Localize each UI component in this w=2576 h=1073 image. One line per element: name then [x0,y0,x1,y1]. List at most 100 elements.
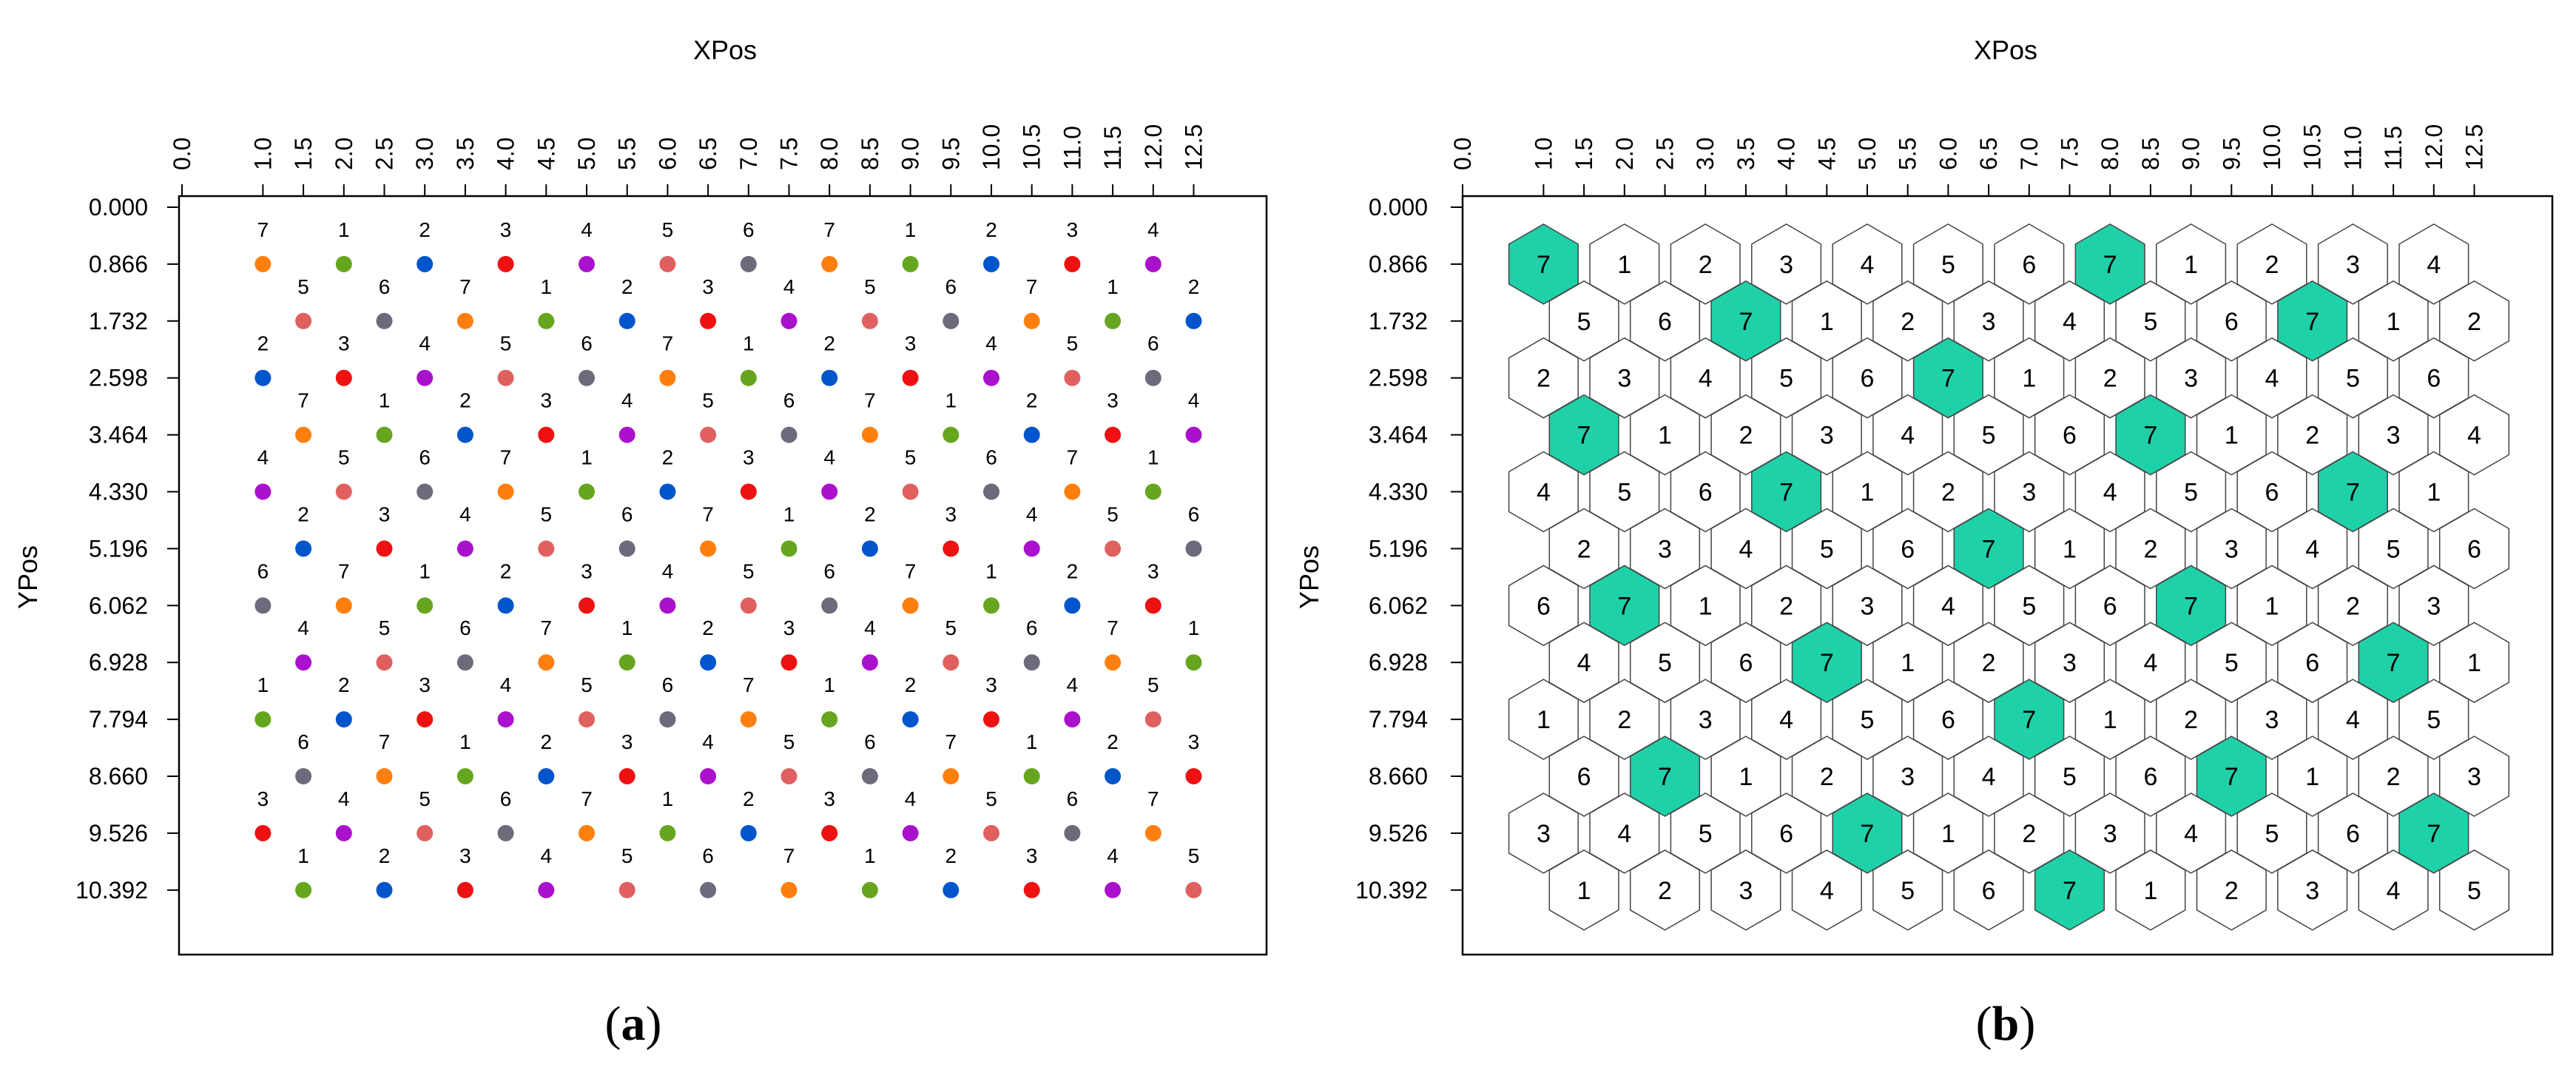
cell-label: 7 [1658,763,1672,791]
data-point [1023,881,1040,898]
cell-label: 6 [2467,535,2481,563]
hex-cell [1994,679,2065,760]
point-label: 4 [338,787,350,810]
point-label: 1 [1026,730,1038,753]
data-point [861,654,878,671]
point-label: 3 [702,275,714,298]
data-point [456,540,473,557]
cell-label: 3 [2225,535,2239,563]
hex-cell [2317,451,2388,533]
hex-cell [2358,508,2429,590]
data-point [417,824,434,841]
cell-label: 4 [2184,820,2198,848]
cell-label: 3 [2265,706,2279,734]
point-label: 3 [1107,389,1119,412]
hex-cell [1953,736,2024,817]
point-label: 7 [459,275,471,298]
point-label: 6 [379,275,391,298]
hex-cell [1548,280,1619,362]
hex-cell [2196,849,2267,931]
data-point [417,483,434,500]
point-label: 6 [985,446,997,469]
data-point [740,597,757,614]
data-point [861,881,878,898]
point-label: 7 [500,446,512,469]
cell-label: 3 [1699,706,1713,734]
hex-cell [2236,223,2307,305]
x-tick-label: 3.0 [411,138,438,170]
data-point [497,369,514,386]
hex-cell [2438,736,2510,817]
cell-label: 5 [2346,365,2360,393]
cell-label: 6 [2225,308,2239,336]
cell-label: 7 [2346,479,2360,507]
data-point [254,483,272,500]
data-point [618,426,635,443]
point-label: 5 [743,559,755,582]
data-point [1105,654,1122,671]
hex-cell [2074,223,2145,305]
cell-label: 3 [1739,877,1753,905]
data-point [376,881,393,898]
cell-label: 4 [1779,706,1793,734]
x-tick-label: 5.5 [614,138,641,170]
hex-cell [2156,451,2227,533]
hex-cell [2236,793,2307,874]
x-tick-label: 11.0 [2339,126,2366,170]
point-label: 5 [783,730,795,753]
cell-label: 7 [1820,649,1834,677]
data-point [1185,426,1202,443]
hex-cell [1994,565,2065,647]
hex-cell [1548,508,1619,590]
data-point [700,540,717,557]
x-tick-label: 4.0 [1773,138,1800,170]
data-point [659,483,676,500]
hex-cell [1872,622,1943,704]
hex-cell [1629,508,1701,590]
point-label: 6 [581,332,593,355]
hex-cell [2317,223,2388,305]
x-tick-label: 0.0 [169,138,195,170]
point-label: 2 [500,559,512,582]
cell-label: 7 [2184,592,2198,620]
data-point [943,768,960,785]
data-point [943,881,960,898]
cell-label: 2 [1699,251,1713,279]
cell-label: 4 [1982,763,1996,791]
cell-label: 5 [2265,820,2279,848]
cell-label: 4 [1617,820,1631,848]
data-point [780,540,798,557]
cell-label: 7 [2305,308,2319,336]
cell-label: 2 [1901,308,1915,336]
data-point [983,255,999,272]
hex-cell [1832,793,1903,874]
data-point [618,540,635,557]
point-label: 4 [905,787,917,810]
cell-label: 1 [1537,706,1551,734]
hex-cell [1751,793,1822,874]
data-point [579,483,595,500]
cell-label: 6 [2022,251,2036,279]
point-label: 2 [379,844,391,867]
cell-label: 3 [1537,820,1551,848]
data-point [1144,255,1161,272]
panel-label: (b) [1976,997,2036,1051]
cell-label: 6 [1941,706,1955,734]
hex-cell [2277,394,2348,476]
point-label: 5 [1067,332,1079,355]
y-tick-label: 3.464 [1369,422,1428,448]
x-tick-label: 10.5 [2299,124,2326,170]
data-point [821,711,838,728]
hex-cell [1912,793,1983,874]
hex-cell [1589,565,1660,647]
cell-label: 1 [1739,763,1753,791]
hex-cell [1994,451,2065,533]
hex-cell [2358,280,2429,362]
data-point [821,597,838,614]
cell-label: 5 [1820,535,1834,563]
x-tick-label: 3.5 [452,138,479,170]
cell-label: 3 [2427,592,2441,620]
data-point [1144,711,1161,728]
point-label: 4 [297,616,309,639]
cell-label: 6 [1779,820,1793,848]
